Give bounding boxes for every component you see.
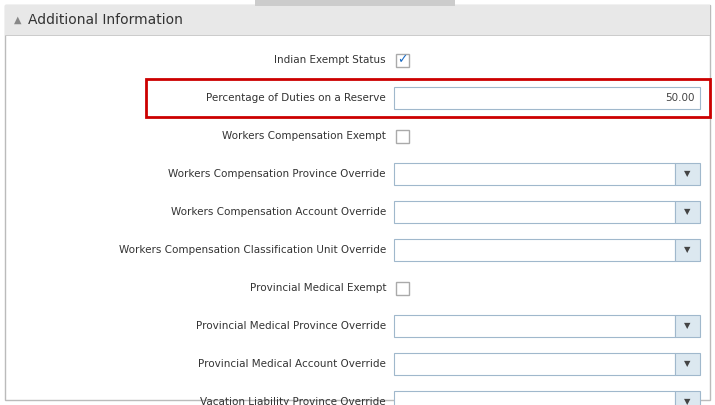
Bar (394, 239, 675, 261)
Text: ▼: ▼ (684, 207, 691, 217)
Text: ▼: ▼ (684, 170, 691, 179)
Bar (255, 0, 455, 6)
Text: Provincial Medical Exempt: Provincial Medical Exempt (250, 283, 386, 293)
Text: ▼: ▼ (684, 360, 691, 369)
Bar (394, 87, 700, 109)
Bar (396, 53, 409, 66)
Text: ▼: ▼ (684, 245, 691, 254)
Text: Workers Compensation Account Override: Workers Compensation Account Override (171, 207, 386, 217)
Text: Provincial Medical Account Override: Provincial Medical Account Override (198, 359, 386, 369)
Bar (394, 201, 675, 223)
Bar (146, 79, 710, 117)
Bar (394, 315, 675, 337)
Bar (394, 391, 675, 405)
Bar (5, 5, 710, 35)
Bar (394, 353, 675, 375)
Bar (396, 281, 409, 294)
Bar (675, 353, 700, 375)
Bar (5, 35, 710, 36)
Text: ▲: ▲ (14, 15, 21, 25)
Text: Percentage of Duties on a Reserve: Percentage of Duties on a Reserve (206, 93, 386, 103)
Text: 50.00: 50.00 (666, 93, 695, 103)
Text: ✓: ✓ (398, 53, 408, 66)
Bar (675, 315, 700, 337)
Bar (675, 391, 700, 405)
Bar (675, 201, 700, 223)
Text: Workers Compensation Classification Unit Override: Workers Compensation Classification Unit… (119, 245, 386, 255)
Text: Vacation Liability Province Override: Vacation Liability Province Override (200, 397, 386, 405)
Text: Additional Information: Additional Information (28, 13, 183, 27)
Text: Indian Exempt Status: Indian Exempt Status (275, 55, 386, 65)
Bar (394, 163, 675, 185)
Bar (396, 130, 409, 143)
Text: Provincial Medical Province Override: Provincial Medical Province Override (196, 321, 386, 331)
Bar (675, 163, 700, 185)
Text: ▼: ▼ (684, 322, 691, 330)
Text: Workers Compensation Province Override: Workers Compensation Province Override (169, 169, 386, 179)
Bar (675, 239, 700, 261)
Text: ▼: ▼ (684, 397, 691, 405)
Text: Workers Compensation Exempt: Workers Compensation Exempt (222, 131, 386, 141)
